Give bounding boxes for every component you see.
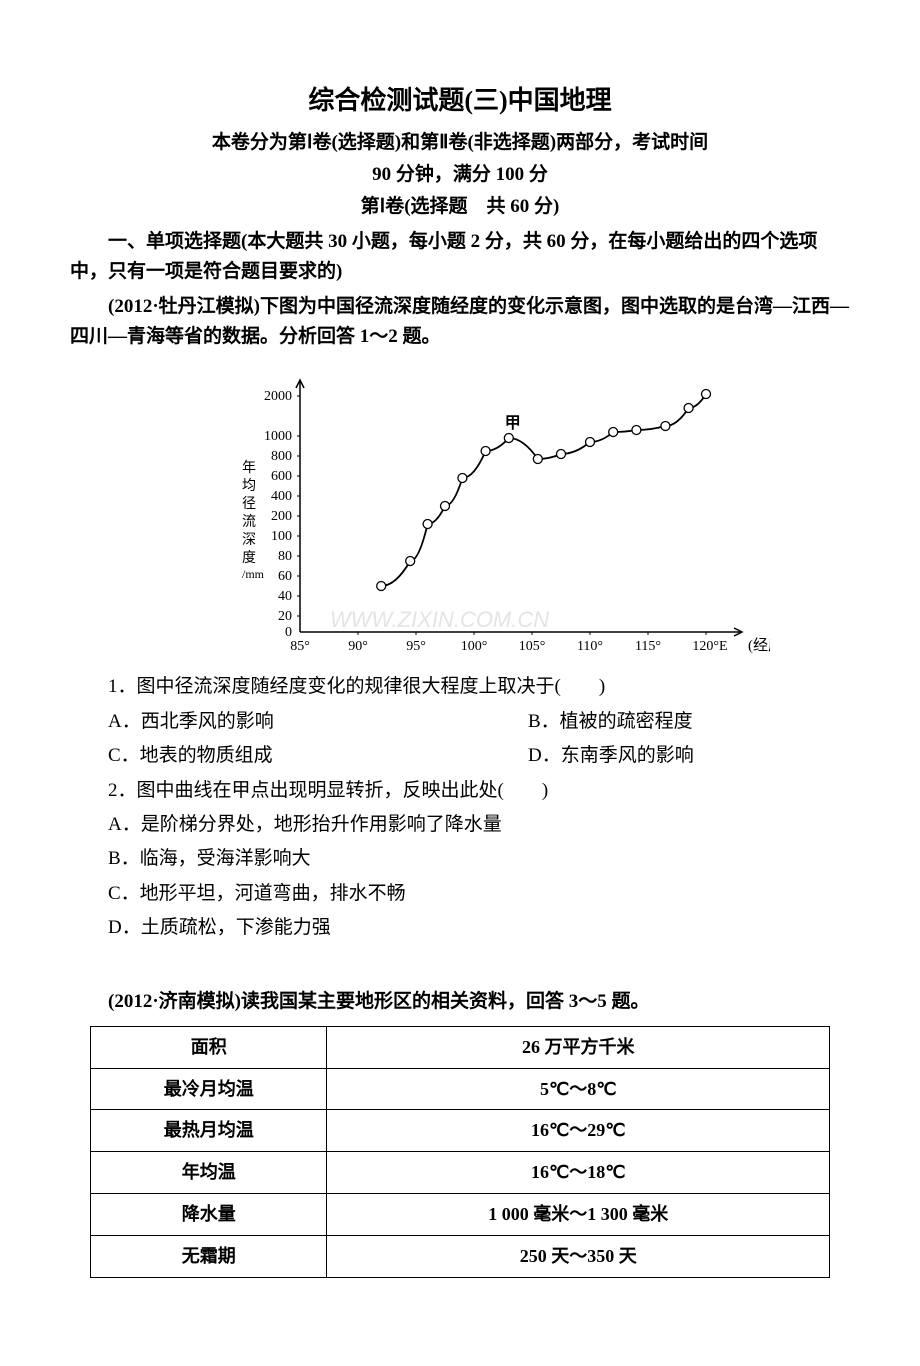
q2-option-b: B．临海，受海洋影响大 (70, 844, 850, 874)
x-tick: 105° (519, 639, 546, 654)
table-cell: 16℃～18℃ (327, 1152, 830, 1194)
table-cell: 26 万平方千米 (327, 1026, 830, 1068)
table-cell: 1 000 毫米～1 300 毫米 (327, 1194, 830, 1236)
y-label: 深 (242, 532, 256, 548)
q2-option-c: C．地形平坦，河道弯曲，排水不畅 (70, 879, 850, 909)
table-row: 最冷月均温5℃～8℃ (91, 1068, 830, 1110)
q1-option-c: C．地表的物质组成 (108, 745, 273, 766)
x-tick: 100° (461, 639, 488, 654)
y-tick: 100 (271, 529, 292, 544)
q1-options-row1: A．西北季风的影响 B．植被的疏密程度 (70, 707, 850, 737)
chart-svg: 2000 1000 800 600 400 200 100 80 60 40 2… (230, 362, 770, 662)
chart-points (377, 390, 711, 591)
question-2: 2．图中曲线在甲点出现明显转折，反映出此处( ) (70, 776, 850, 806)
x-tick: 95° (406, 639, 426, 654)
table-row: 最热月均温16℃～29℃ (91, 1110, 830, 1152)
context-text-1: (2012·牡丹江模拟)下图为中国径流深度随经度的变化示意图，图中选取的是台湾—… (70, 292, 850, 353)
y-tick: 200 (271, 509, 292, 524)
q2-option-a: A．是阶梯分界处，地形抬升作用影响了降水量 (70, 810, 850, 840)
y-tick: 1000 (264, 429, 292, 444)
y-tick: 600 (271, 469, 292, 484)
landform-data-table: 面积26 万平方千米最冷月均温5℃～8℃最热月均温16℃～29℃年均温16℃～1… (90, 1026, 830, 1278)
table-row: 面积26 万平方千米 (91, 1026, 830, 1068)
y-tick: 80 (278, 549, 292, 564)
table-row: 降水量1 000 毫米～1 300 毫米 (91, 1194, 830, 1236)
page-title: 综合检测试题(三)中国地理 (70, 80, 850, 122)
y-label: 流 (242, 514, 256, 530)
x-tick: 110° (577, 639, 603, 654)
chart-line (381, 394, 706, 586)
y-tick: 20 (278, 609, 292, 624)
marker-label: 甲 (505, 414, 521, 432)
y-tick: 400 (271, 489, 292, 504)
y-tick: 800 (271, 449, 292, 464)
table-cell: 16℃～29℃ (327, 1110, 830, 1152)
q1-option-d: D．东南季风的影响 (490, 741, 694, 771)
subtitle-line1: 本卷分为第Ⅰ卷(选择题)和第Ⅱ卷(非选择题)两部分，考试时间 (70, 128, 850, 158)
table-cell: 最热月均温 (91, 1110, 327, 1152)
q1-option-a: A．西北季风的影响 (108, 711, 274, 732)
context-text-2: (2012·济南模拟)读我国某主要地形区的相关资料，回答 3～5 题。 (70, 987, 850, 1017)
table-cell: 5℃～8℃ (327, 1068, 830, 1110)
x-tick: 115° (635, 639, 661, 654)
table-cell: 250 天～350 天 (327, 1235, 830, 1277)
table-cell: 降水量 (91, 1194, 327, 1236)
table-cell: 年均温 (91, 1152, 327, 1194)
x-axis-label: (经度) (748, 637, 770, 654)
x-tick: 85° (290, 639, 310, 654)
table-cell: 最冷月均温 (91, 1068, 327, 1110)
table-cell: 面积 (91, 1026, 327, 1068)
section-header: 第Ⅰ卷(选择题 共 60 分) (70, 192, 850, 222)
y-label: 度 (242, 550, 256, 566)
q1-options-row2: C．地表的物质组成 D．东南季风的影响 (70, 741, 850, 771)
x-tick: 120°E (692, 639, 727, 654)
subtitle-line2: 90 分钟，满分 100 分 (70, 160, 850, 190)
y-tick: 2000 (264, 389, 292, 404)
y-label: 均 (242, 478, 256, 494)
runoff-chart: 2000 1000 800 600 400 200 100 80 60 40 2… (230, 362, 770, 662)
y-tick: 60 (278, 569, 292, 584)
q1-option-b: B．植被的疏密程度 (490, 707, 693, 737)
table-row: 无霜期250 天～350 天 (91, 1235, 830, 1277)
x-tick: 90° (348, 639, 368, 654)
y-label: 年 (242, 460, 256, 476)
table-cell: 无霜期 (91, 1235, 327, 1277)
y-label: /mm (242, 567, 265, 581)
q2-option-d: D．土质疏松，下渗能力强 (70, 913, 850, 943)
table-row: 年均温16℃～18℃ (91, 1152, 830, 1194)
y-tick: 0 (285, 625, 292, 640)
instruction-text: 一、单项选择题(本大题共 30 小题，每小题 2 分，共 60 分，在每小题给出… (70, 227, 850, 288)
question-1: 1．图中径流深度随经度变化的规律很大程度上取决于( ) (70, 672, 850, 702)
watermark: WWW.ZIXIN.COM.CN (330, 607, 549, 632)
y-tick: 40 (278, 589, 292, 604)
y-label: 径 (242, 496, 256, 512)
